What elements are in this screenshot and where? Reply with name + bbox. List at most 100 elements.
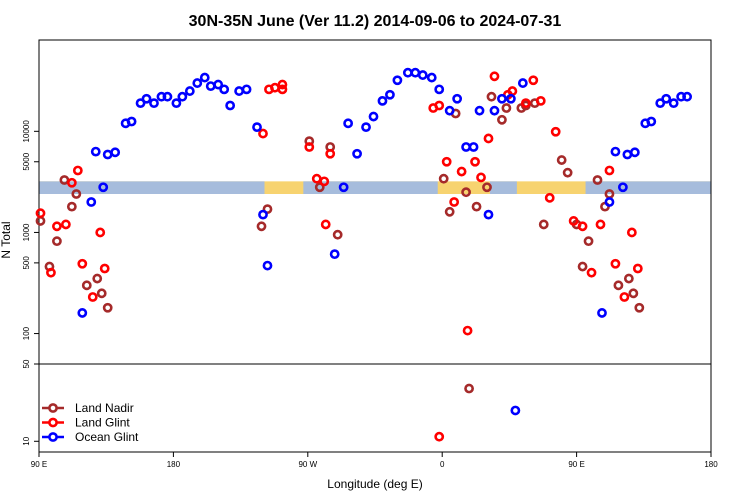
ocean-glint-point	[604, 197, 615, 207]
land-glint-point	[456, 166, 467, 177]
ocean-glint-point	[646, 116, 657, 127]
y-tick-label: 50	[22, 359, 31, 368]
land-nadir-point	[464, 383, 474, 394]
ocean-glint-point	[98, 182, 109, 193]
ocean-glint-point	[225, 100, 236, 111]
legend-marker-ocean-glint	[48, 432, 58, 442]
land-glint-point	[483, 133, 494, 144]
ocean-glint-point	[171, 98, 182, 109]
chart-title: 30N-35N June (Ver 11.2) 2014-09-06 to 20…	[189, 13, 562, 30]
band-blue-segment	[39, 181, 265, 194]
land-glint-point	[35, 208, 46, 219]
ocean-glint-point	[149, 98, 159, 109]
land-glint-point	[535, 95, 546, 106]
ocean-glint-point	[489, 105, 500, 116]
land-glint-point	[528, 75, 539, 86]
land-nadir-point	[256, 221, 267, 232]
land-nadir-point	[92, 273, 103, 284]
ocean-glint-point	[410, 67, 421, 78]
ocean-glint-point	[434, 84, 445, 95]
ocean-glint-point	[510, 405, 521, 416]
ocean-glint-point	[617, 182, 628, 193]
land-nadir-point	[102, 302, 113, 313]
ocean-glint-point	[461, 142, 471, 152]
ocean-glint-point	[199, 72, 210, 83]
land-nadir-point	[583, 236, 594, 247]
land-nadir-point	[444, 206, 455, 217]
land-nadir-point	[71, 189, 82, 199]
land-glint-point	[610, 258, 621, 269]
land-glint-point	[626, 227, 637, 238]
land-glint-point	[319, 176, 330, 187]
y-tick-label: 5000	[22, 152, 31, 170]
land-glint-point	[604, 165, 615, 176]
land-nadir-point	[538, 219, 549, 230]
land-glint-point	[470, 156, 480, 167]
legend-label-land-nadir: Land Nadir	[75, 401, 134, 415]
x-axis-label: Longitude (deg E)	[327, 477, 422, 491]
ocean-glint-point	[234, 86, 245, 96]
lower-panel-frame	[38, 363, 712, 453]
data-points	[35, 67, 693, 442]
ocean-glint-point	[497, 93, 507, 104]
ocean-glint-point	[402, 67, 413, 78]
land-nadir-point	[486, 91, 497, 102]
ocean-glint-point	[622, 149, 633, 160]
land-nadir-point	[501, 103, 512, 113]
ocean-glint-point	[126, 116, 137, 127]
land-nadir-point	[613, 280, 624, 291]
y-tick-label: 500	[22, 256, 31, 270]
land-glint-point	[462, 325, 473, 336]
land-glint-point	[434, 100, 445, 111]
land-nadir-point	[81, 280, 92, 291]
land-glint-point	[99, 263, 110, 274]
land-glint-point	[595, 219, 606, 230]
land-glint-point	[66, 177, 77, 188]
land-glint-point	[72, 165, 83, 176]
ocean-glint-point	[517, 78, 528, 88]
legend-marker-land-nadir	[48, 403, 58, 413]
land-nadir-point	[497, 114, 507, 125]
land-glint-point	[489, 71, 500, 82]
x-tick-label: 90 E	[31, 460, 47, 469]
ocean-glint-point	[252, 122, 262, 133]
ocean-glint-point	[610, 146, 621, 157]
ocean-glint-point	[417, 70, 428, 80]
land-nadir-point	[66, 201, 77, 212]
land-glint-point	[434, 431, 445, 442]
land-nadir-point	[332, 229, 343, 240]
land-glint-point	[449, 197, 460, 207]
land-glint-point	[95, 227, 106, 238]
ocean-glint-point	[205, 81, 216, 92]
sample-band	[39, 181, 711, 194]
land-nadir-point	[577, 261, 588, 272]
land-glint-point	[60, 219, 71, 230]
ocean-glint-point	[262, 260, 273, 271]
land-nadir-point	[628, 288, 639, 299]
ocean-glint-point	[377, 95, 388, 106]
ocean-glint-point	[655, 98, 666, 109]
ocean-glint-point	[219, 84, 230, 95]
land-glint-point	[619, 292, 630, 302]
band-blue-segment	[303, 181, 438, 194]
land-glint-point	[52, 221, 62, 232]
land-glint-point	[476, 172, 486, 183]
ocean-glint-point	[444, 105, 455, 116]
land-glint-point	[507, 86, 518, 96]
ocean-glint-point	[426, 72, 437, 83]
land-nadir-point	[562, 167, 573, 178]
land-glint-point	[577, 221, 588, 232]
ocean-glint-point	[90, 146, 101, 157]
ocean-glint-point	[385, 89, 395, 100]
ocean-glint-point	[141, 93, 152, 104]
ocean-glint-point	[77, 308, 88, 318]
band-blue-segment	[585, 181, 711, 194]
land-glint-point	[77, 258, 88, 269]
land-glint-point	[270, 82, 280, 93]
land-nadir-point	[461, 187, 471, 198]
ocean-glint-point	[629, 147, 640, 158]
land-nadir-point	[314, 182, 325, 193]
land-glint-point	[550, 126, 561, 137]
land-glint-point	[568, 216, 579, 226]
land-glint-point	[258, 128, 268, 139]
